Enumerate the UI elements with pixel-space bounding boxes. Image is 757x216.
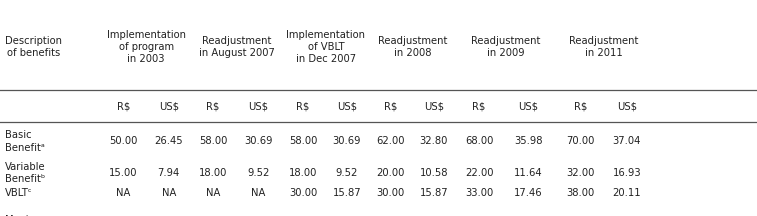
Text: US$: US$ [519,102,538,112]
Text: Readjustment
in 2009: Readjustment in 2009 [471,36,540,58]
Text: Basic
Benefitᵃ: Basic Benefitᵃ [5,130,45,153]
Text: 32.80: 32.80 [419,137,448,146]
Text: 18.00: 18.00 [199,168,227,178]
Text: 15.87: 15.87 [419,188,448,198]
Text: 22.00: 22.00 [465,168,494,178]
Text: 30.00: 30.00 [289,188,317,198]
Text: NA: NA [162,188,176,198]
Text: NA: NA [206,188,220,198]
Text: R$: R$ [472,102,486,112]
Text: Variable
Benefitᵇ: Variable Benefitᵇ [5,162,46,184]
Text: 17.46: 17.46 [514,188,543,198]
Text: 26.45: 26.45 [154,137,183,146]
Text: Readjustment
in August 2007: Readjustment in August 2007 [199,36,275,58]
Text: 15.87: 15.87 [332,188,361,198]
Text: 9.52: 9.52 [335,168,358,178]
Text: Readjustment
in 2011: Readjustment in 2011 [569,36,639,58]
Text: 11.64: 11.64 [514,168,543,178]
Text: 10.58: 10.58 [419,168,448,178]
Text: 16.93: 16.93 [612,168,641,178]
Text: 20.11: 20.11 [612,188,641,198]
Text: 32.00: 32.00 [566,168,594,178]
Text: VBLTᶜ: VBLTᶜ [5,188,33,198]
Text: 68.00: 68.00 [465,137,494,146]
Text: US$: US$ [248,102,269,112]
Text: Description
of benefits: Description of benefits [5,36,62,58]
Text: 9.52: 9.52 [248,168,269,178]
Text: Readjustment
in 2008: Readjustment in 2008 [378,36,447,58]
Text: Implementation
of VBLT
in Dec 2007: Implementation of VBLT in Dec 2007 [286,30,366,64]
Text: 35.98: 35.98 [514,137,543,146]
Text: 38.00: 38.00 [566,188,594,198]
Text: Maximum
Value: Maximum Value [5,214,55,216]
Text: 30.00: 30.00 [376,188,404,198]
Text: R$: R$ [574,102,587,112]
Text: R$: R$ [297,102,310,112]
Text: 62.00: 62.00 [376,137,404,146]
Text: US$: US$ [617,102,637,112]
Text: 7.94: 7.94 [157,168,180,178]
Text: US$: US$ [337,102,357,112]
Text: Implementation
of program
in 2003: Implementation of program in 2003 [107,30,185,64]
Text: 37.04: 37.04 [612,137,641,146]
Text: NA: NA [251,188,266,198]
Text: US$: US$ [424,102,444,112]
Text: 30.69: 30.69 [332,137,361,146]
Text: 33.00: 33.00 [465,188,494,198]
Text: 18.00: 18.00 [289,168,317,178]
Text: R$: R$ [207,102,220,112]
Text: 58.00: 58.00 [199,137,227,146]
Text: US$: US$ [159,102,179,112]
Text: 70.00: 70.00 [566,137,594,146]
Text: NA: NA [117,188,130,198]
Text: 15.00: 15.00 [109,168,138,178]
Text: R$: R$ [384,102,397,112]
Text: 20.00: 20.00 [376,168,404,178]
Text: 50.00: 50.00 [109,137,138,146]
Text: R$: R$ [117,102,130,112]
Text: 30.69: 30.69 [245,137,273,146]
Text: 58.00: 58.00 [289,137,317,146]
